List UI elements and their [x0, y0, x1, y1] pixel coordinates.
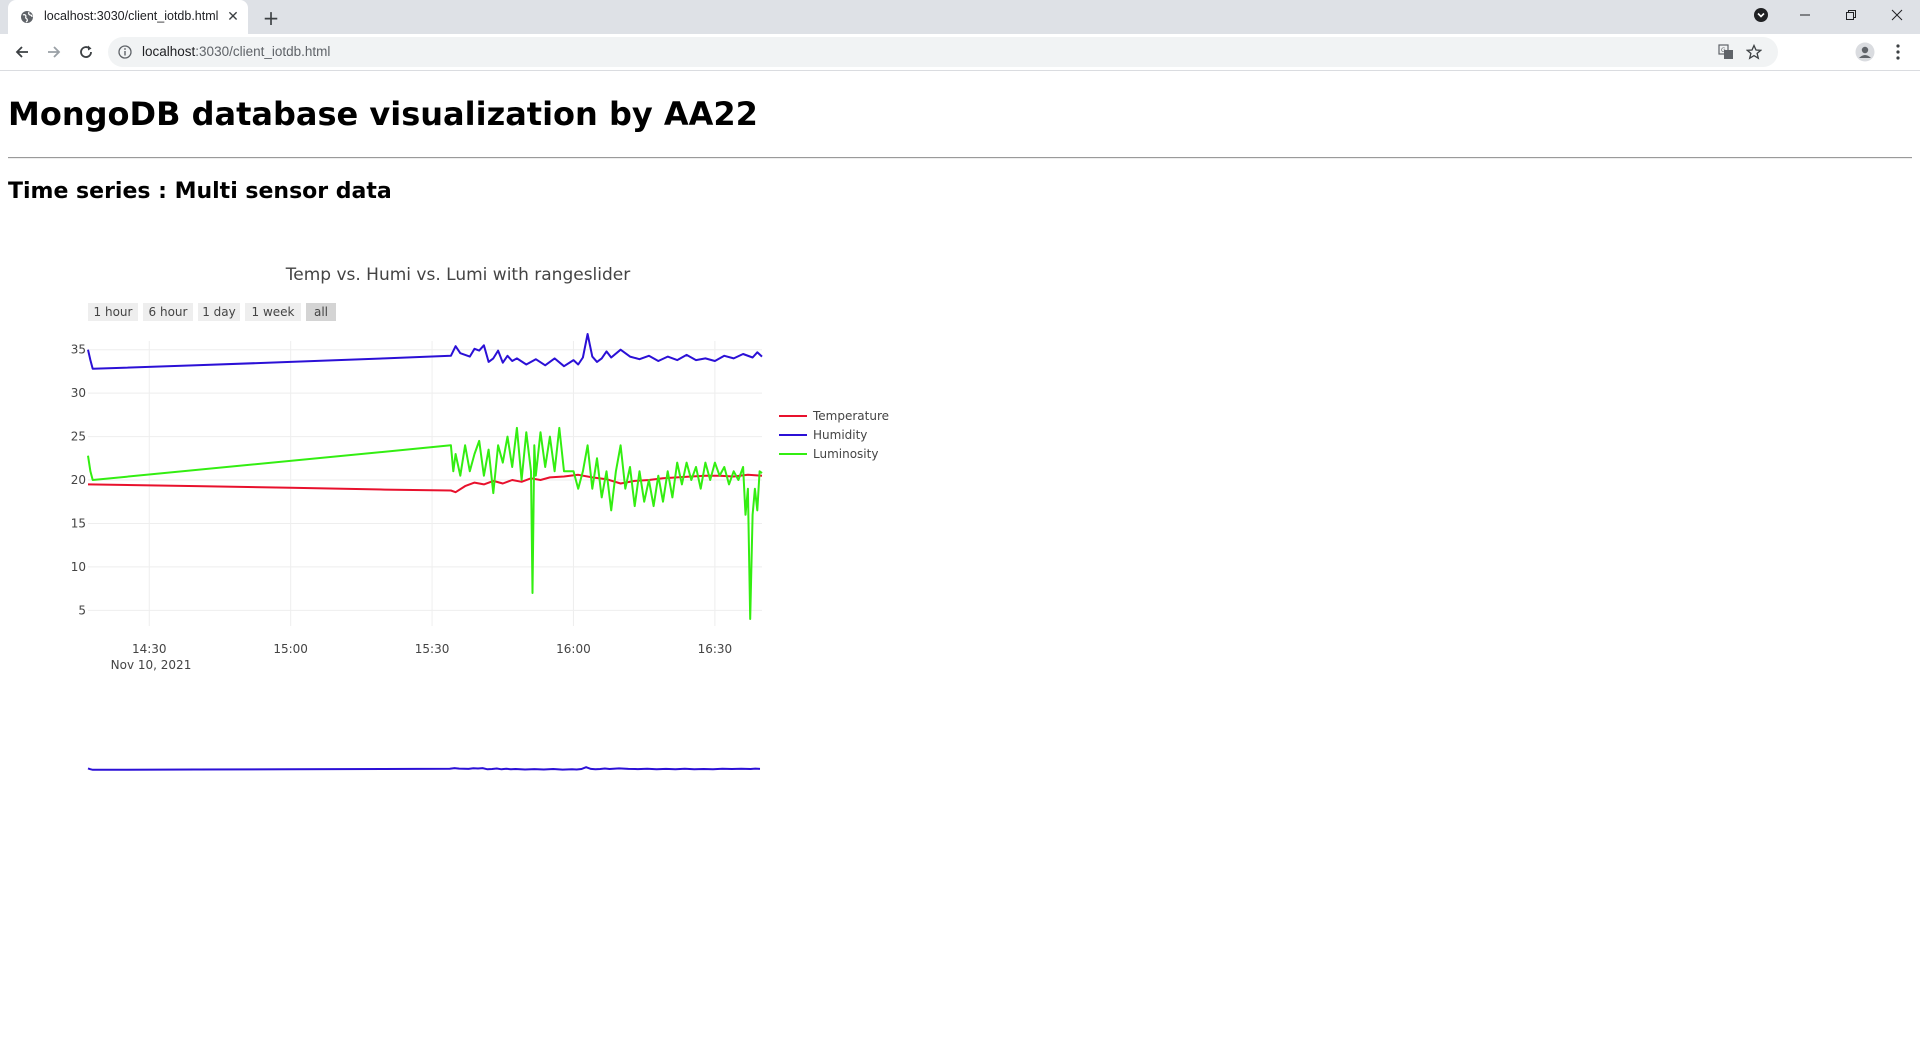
legend-item-humidity[interactable]: Humidity [779, 428, 867, 442]
y-tick-label: 20 [71, 473, 86, 487]
restore-icon[interactable] [1828, 0, 1874, 30]
browser-toolbar: localhost:3030/client_iotdb.html G [0, 34, 1920, 71]
y-tick-label: 5 [78, 603, 86, 617]
range-button-label: 1 hour [94, 305, 133, 319]
plot-area[interactable] [87, 333, 763, 620]
minimize-icon[interactable] [1782, 0, 1828, 30]
range-button-all[interactable]: all [306, 303, 336, 321]
range-slider[interactable] [86, 766, 762, 771]
legend-label: Humidity [813, 428, 867, 442]
close-window-icon[interactable] [1874, 0, 1920, 30]
range-button-6-hour[interactable]: 6 hour [143, 303, 193, 321]
globe-icon [21, 11, 33, 23]
close-tab-icon[interactable]: ✕ [227, 9, 239, 25]
y-tick-label: 15 [71, 516, 86, 530]
y-tick-label: 10 [71, 560, 86, 574]
legend-label: Temperature [812, 409, 889, 423]
legend-label: Luminosity [813, 447, 878, 461]
legend-item-temperature[interactable]: Temperature [779, 409, 889, 423]
section-title: Time series : Multi sensor data [8, 179, 392, 204]
y-axis: 5 10 15 20 25 30 35 [71, 343, 86, 618]
back-icon[interactable] [8, 38, 36, 66]
address-bar[interactable]: localhost:3030/client_iotdb.html G [108, 37, 1778, 67]
range-button-label: all [314, 305, 328, 319]
profile-avatar-icon[interactable] [1854, 41, 1876, 63]
page-title: MongoDB database visualization by AA22 [8, 95, 758, 133]
new-tab-icon[interactable]: + [262, 6, 280, 30]
range-button-label: 6 hour [149, 305, 188, 319]
slider-line-humidity [87, 766, 761, 771]
range-button-1-hour[interactable]: 1 hour [88, 303, 138, 321]
x-axis: 14:30 15:00 15:30 16:00 16:30 [132, 642, 732, 656]
x-tick-label: 16:00 [556, 642, 591, 656]
x-tick-label: 16:30 [698, 642, 733, 656]
page-content: MongoDB database visualization by AA22 T… [0, 71, 1920, 1040]
series-line-luminosity [87, 426, 763, 620]
info-icon[interactable] [118, 45, 132, 59]
y-tick-label: 30 [71, 386, 86, 400]
x-date-label: Nov 10, 2021 [111, 658, 192, 672]
time-series-chart: Temp vs. Humi vs. Lumi with rangeslider … [71, 265, 889, 771]
y-tick-label: 35 [71, 343, 86, 357]
reload-icon[interactable] [72, 38, 100, 66]
forward-icon[interactable] [40, 38, 68, 66]
range-button-1-day[interactable]: 1 day [198, 303, 240, 321]
url-text[interactable]: localhost:3030/client_iotdb.html [142, 44, 331, 59]
x-tick-label: 14:30 [132, 642, 167, 656]
divider [8, 157, 1912, 159]
menu-dots-icon[interactable] [1887, 41, 1909, 63]
bookmark-star-icon[interactable] [1746, 44, 1762, 60]
range-button-label: 1 day [202, 305, 236, 319]
tab-title: localhost:3030/client_iotdb.html [44, 9, 219, 23]
tab-search-icon[interactable] [1738, 0, 1784, 30]
browser-tab[interactable]: localhost:3030/client_iotdb.html ✕ [8, 0, 248, 34]
tab-strip: localhost:3030/client_iotdb.html ✕ + [0, 0, 1920, 34]
series-line-humidity [87, 333, 763, 370]
translate-icon[interactable]: G [1718, 44, 1734, 60]
svg-text:G: G [1721, 47, 1726, 54]
chart-title: Temp vs. Humi vs. Lumi with rangeslider [285, 265, 630, 285]
legend-item-luminosity[interactable]: Luminosity [779, 447, 878, 461]
range-button-label: 1 week [252, 305, 295, 319]
range-button-1-week[interactable]: 1 week [245, 303, 301, 321]
range-selector: 1 hour 6 hour 1 day 1 week all [88, 303, 336, 321]
y-tick-label: 25 [71, 430, 86, 444]
legend: Temperature Humidity Luminosity [779, 409, 889, 461]
grid-lines [88, 341, 762, 626]
x-tick-label: 15:30 [415, 642, 450, 656]
x-tick-label: 15:00 [273, 642, 308, 656]
